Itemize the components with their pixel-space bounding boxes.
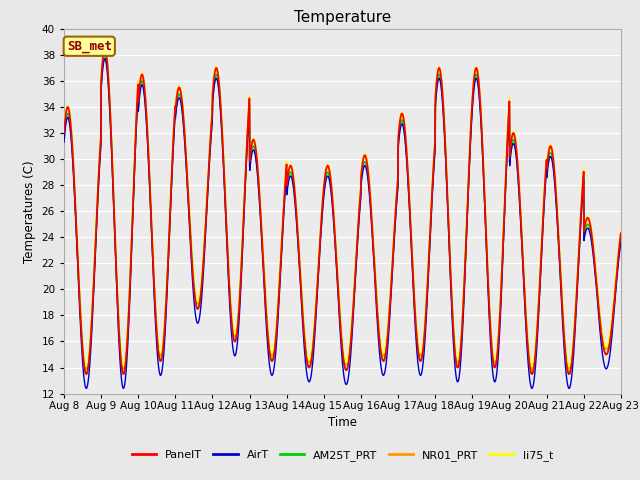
Legend: PanelT, AirT, AM25T_PRT, NR01_PRT, li75_t: PanelT, AirT, AM25T_PRT, NR01_PRT, li75_…	[132, 450, 553, 461]
NR01_PRT	[371, 264, 379, 270]
AM25T_PRT	[584, 221, 591, 227]
li75_t	[504, 113, 512, 119]
Line: li75_t: li75_t	[64, 47, 621, 366]
NR01_PRT	[565, 366, 573, 372]
AM25T_PRT	[617, 236, 625, 241]
li75_t	[216, 84, 223, 89]
Line: AirT: AirT	[64, 59, 621, 388]
AirT	[568, 370, 576, 376]
PanelT	[584, 215, 591, 221]
AirT	[617, 240, 625, 245]
PanelT	[60, 130, 68, 136]
li75_t	[101, 44, 109, 50]
Text: SB_met: SB_met	[67, 40, 112, 53]
AirT	[371, 275, 379, 281]
AirT	[565, 385, 573, 391]
li75_t	[584, 214, 591, 219]
AirT	[359, 169, 367, 175]
li75_t	[371, 262, 379, 268]
AirT	[584, 225, 591, 231]
PanelT	[371, 270, 379, 276]
AirT	[216, 95, 223, 101]
NR01_PRT	[216, 86, 223, 92]
PanelT	[101, 46, 109, 51]
NR01_PRT	[504, 116, 512, 121]
NR01_PRT	[568, 352, 576, 358]
PanelT	[359, 159, 367, 165]
AirT	[101, 56, 109, 61]
Line: AM25T_PRT: AM25T_PRT	[64, 55, 621, 374]
AM25T_PRT	[504, 121, 512, 127]
AM25T_PRT	[371, 270, 379, 276]
PanelT	[568, 357, 576, 363]
NR01_PRT	[617, 230, 625, 236]
PanelT	[565, 371, 573, 377]
AM25T_PRT	[359, 166, 367, 171]
Line: PanelT: PanelT	[64, 48, 621, 374]
AM25T_PRT	[60, 135, 68, 141]
AM25T_PRT	[101, 52, 109, 58]
li75_t	[565, 363, 573, 369]
NR01_PRT	[584, 216, 591, 222]
PanelT	[216, 85, 223, 91]
PanelT	[617, 230, 625, 236]
li75_t	[359, 157, 367, 163]
li75_t	[617, 228, 625, 233]
Y-axis label: Temperatures (C): Temperatures (C)	[23, 160, 36, 263]
NR01_PRT	[101, 47, 109, 52]
li75_t	[568, 349, 576, 355]
AirT	[60, 139, 68, 145]
AM25T_PRT	[565, 371, 573, 377]
PanelT	[504, 117, 512, 122]
li75_t	[60, 128, 68, 133]
Title: Temperature: Temperature	[294, 10, 391, 25]
AM25T_PRT	[568, 357, 576, 363]
AM25T_PRT	[216, 91, 223, 97]
NR01_PRT	[60, 130, 68, 136]
AirT	[504, 125, 512, 131]
X-axis label: Time: Time	[328, 416, 357, 429]
Line: NR01_PRT: NR01_PRT	[64, 49, 621, 369]
NR01_PRT	[359, 160, 367, 166]
